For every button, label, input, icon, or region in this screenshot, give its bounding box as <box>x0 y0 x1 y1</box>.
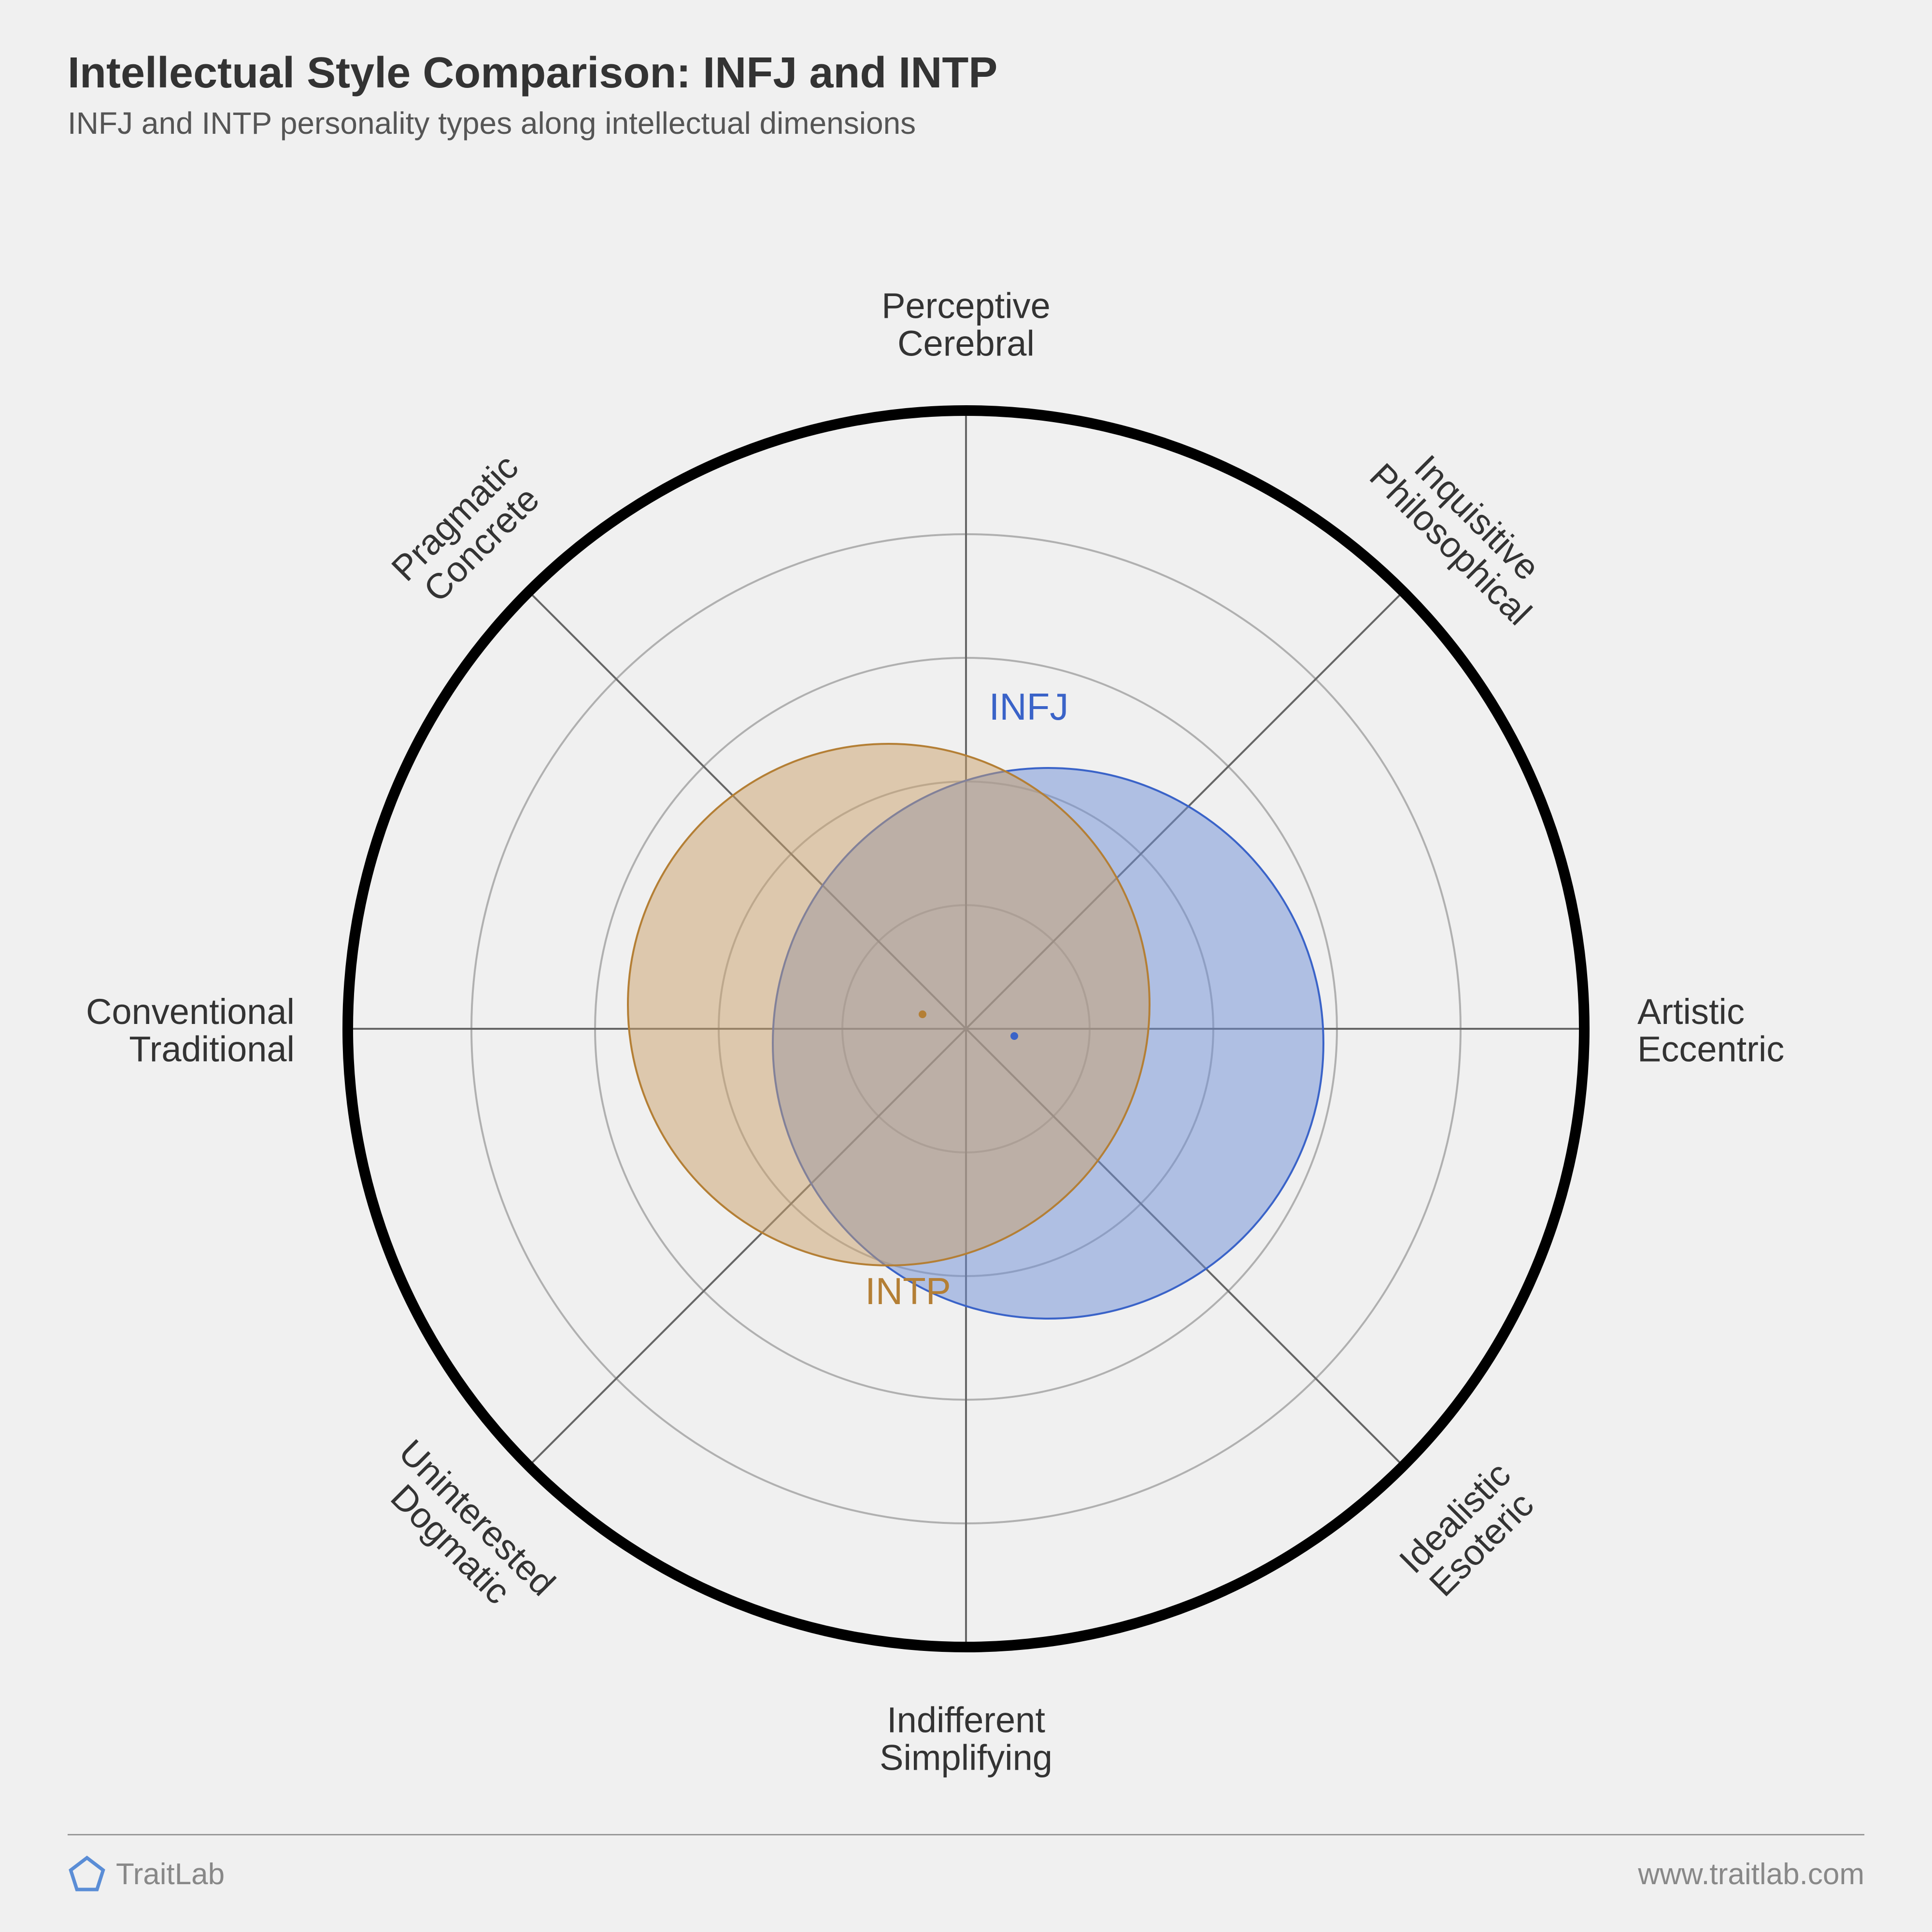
svg-text:IndifferentSimplifying: IndifferentSimplifying <box>880 1700 1052 1778</box>
brand-logo-icon <box>68 1855 106 1893</box>
axis-label: PerceptiveCerebral <box>881 286 1051 364</box>
svg-text:PerceptiveCerebral: PerceptiveCerebral <box>881 286 1051 364</box>
series-label-intp: INTP <box>865 1270 951 1312</box>
series-label-infj: INFJ <box>989 685 1069 728</box>
svg-text:ConventionalTraditional: ConventionalTraditional <box>86 992 295 1069</box>
series-area-intp <box>628 744 1150 1265</box>
brand: TraitLab <box>68 1855 225 1893</box>
radar-chart: INFJINTPPerceptiveCerebralInquisitivePhi… <box>0 0 1932 1932</box>
axis-label: ConventionalTraditional <box>86 992 295 1069</box>
axis-label: IdealisticEsoteric <box>1392 1454 1545 1607</box>
footer: TraitLab www.traitlab.com <box>68 1834 1864 1893</box>
chart-container: Intellectual Style Comparison: INFJ and … <box>0 0 1932 1932</box>
footer-url: www.traitlab.com <box>1638 1857 1864 1891</box>
svg-text:ArtisticEccentric: ArtisticEccentric <box>1637 992 1784 1069</box>
brand-name: TraitLab <box>116 1857 225 1891</box>
axis-label: IndifferentSimplifying <box>880 1700 1052 1778</box>
series-dot-infj <box>1010 1032 1018 1040</box>
series-dot-intp <box>919 1010 926 1018</box>
svg-text:IdealisticEsoteric: IdealisticEsoteric <box>1392 1454 1545 1607</box>
axis-label: ArtisticEccentric <box>1637 992 1784 1069</box>
